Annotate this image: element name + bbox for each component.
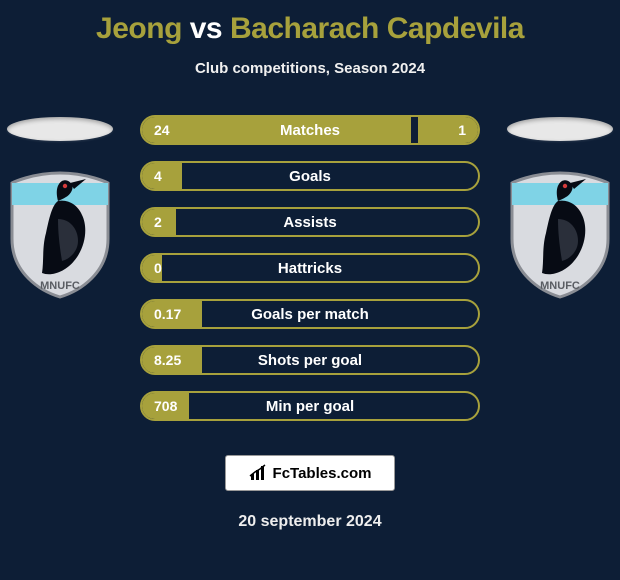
stat-bar-fill-right [418,117,478,143]
player2-name: Bacharach Capdevila [230,12,524,45]
stat-bar-gap [202,347,478,373]
player1-name: Jeong [96,12,182,45]
player1-club-crest: MNUFC [8,169,112,299]
stat-bar-fill-left [142,393,189,419]
stat-bar-gap [162,255,478,281]
player2-club-crest: MNUFC [508,169,612,299]
stat-bar: Min per goal708 [140,391,480,421]
stat-bars: Matches241 Goals4 Assists2 Hattricks0 Goals … [140,115,480,437]
stat-bar-gap [411,117,418,143]
stat-bar-fill-left [142,347,202,373]
brand-chart-icon [249,464,269,482]
left-side: MNUFC [0,115,120,299]
brand-text: FcTables.com [273,465,372,482]
date-text: 20 september 2024 [0,513,620,531]
stat-bar-fill-left [142,255,162,281]
stat-bar: Hattricks0 [140,253,480,283]
player1-photo-placeholder [7,117,113,141]
brand-badge: FcTables.com [225,455,395,491]
stat-bar-gap [202,301,478,327]
right-side: MNUFC [500,115,620,299]
player2-photo-placeholder [507,117,613,141]
comparison-title: Jeong vs Bacharach Capdevila [0,0,620,46]
stat-bar-gap [182,163,478,189]
stat-bar-fill-left [142,117,411,143]
stat-bar: Matches241 [140,115,480,145]
stat-bar: Shots per goal8.25 [140,345,480,375]
stat-bar-fill-left [142,301,202,327]
stat-bar-fill-left [142,209,176,235]
stat-bar-gap [189,393,478,419]
svg-text:MNUFC: MNUFC [40,280,80,292]
stat-bar: Goals4 [140,161,480,191]
stat-bar-fill-left [142,163,182,189]
stat-bar: Assists2 [140,207,480,237]
vs-word: vs [190,12,222,45]
svg-text:MNUFC: MNUFC [540,280,580,292]
content-area: MNUFC MNUFC Matches241Goa [0,115,620,445]
subtitle: Club competitions, Season 2024 [0,60,620,77]
stat-bar: Goals per match0.17 [140,299,480,329]
stat-bar-gap [176,209,478,235]
